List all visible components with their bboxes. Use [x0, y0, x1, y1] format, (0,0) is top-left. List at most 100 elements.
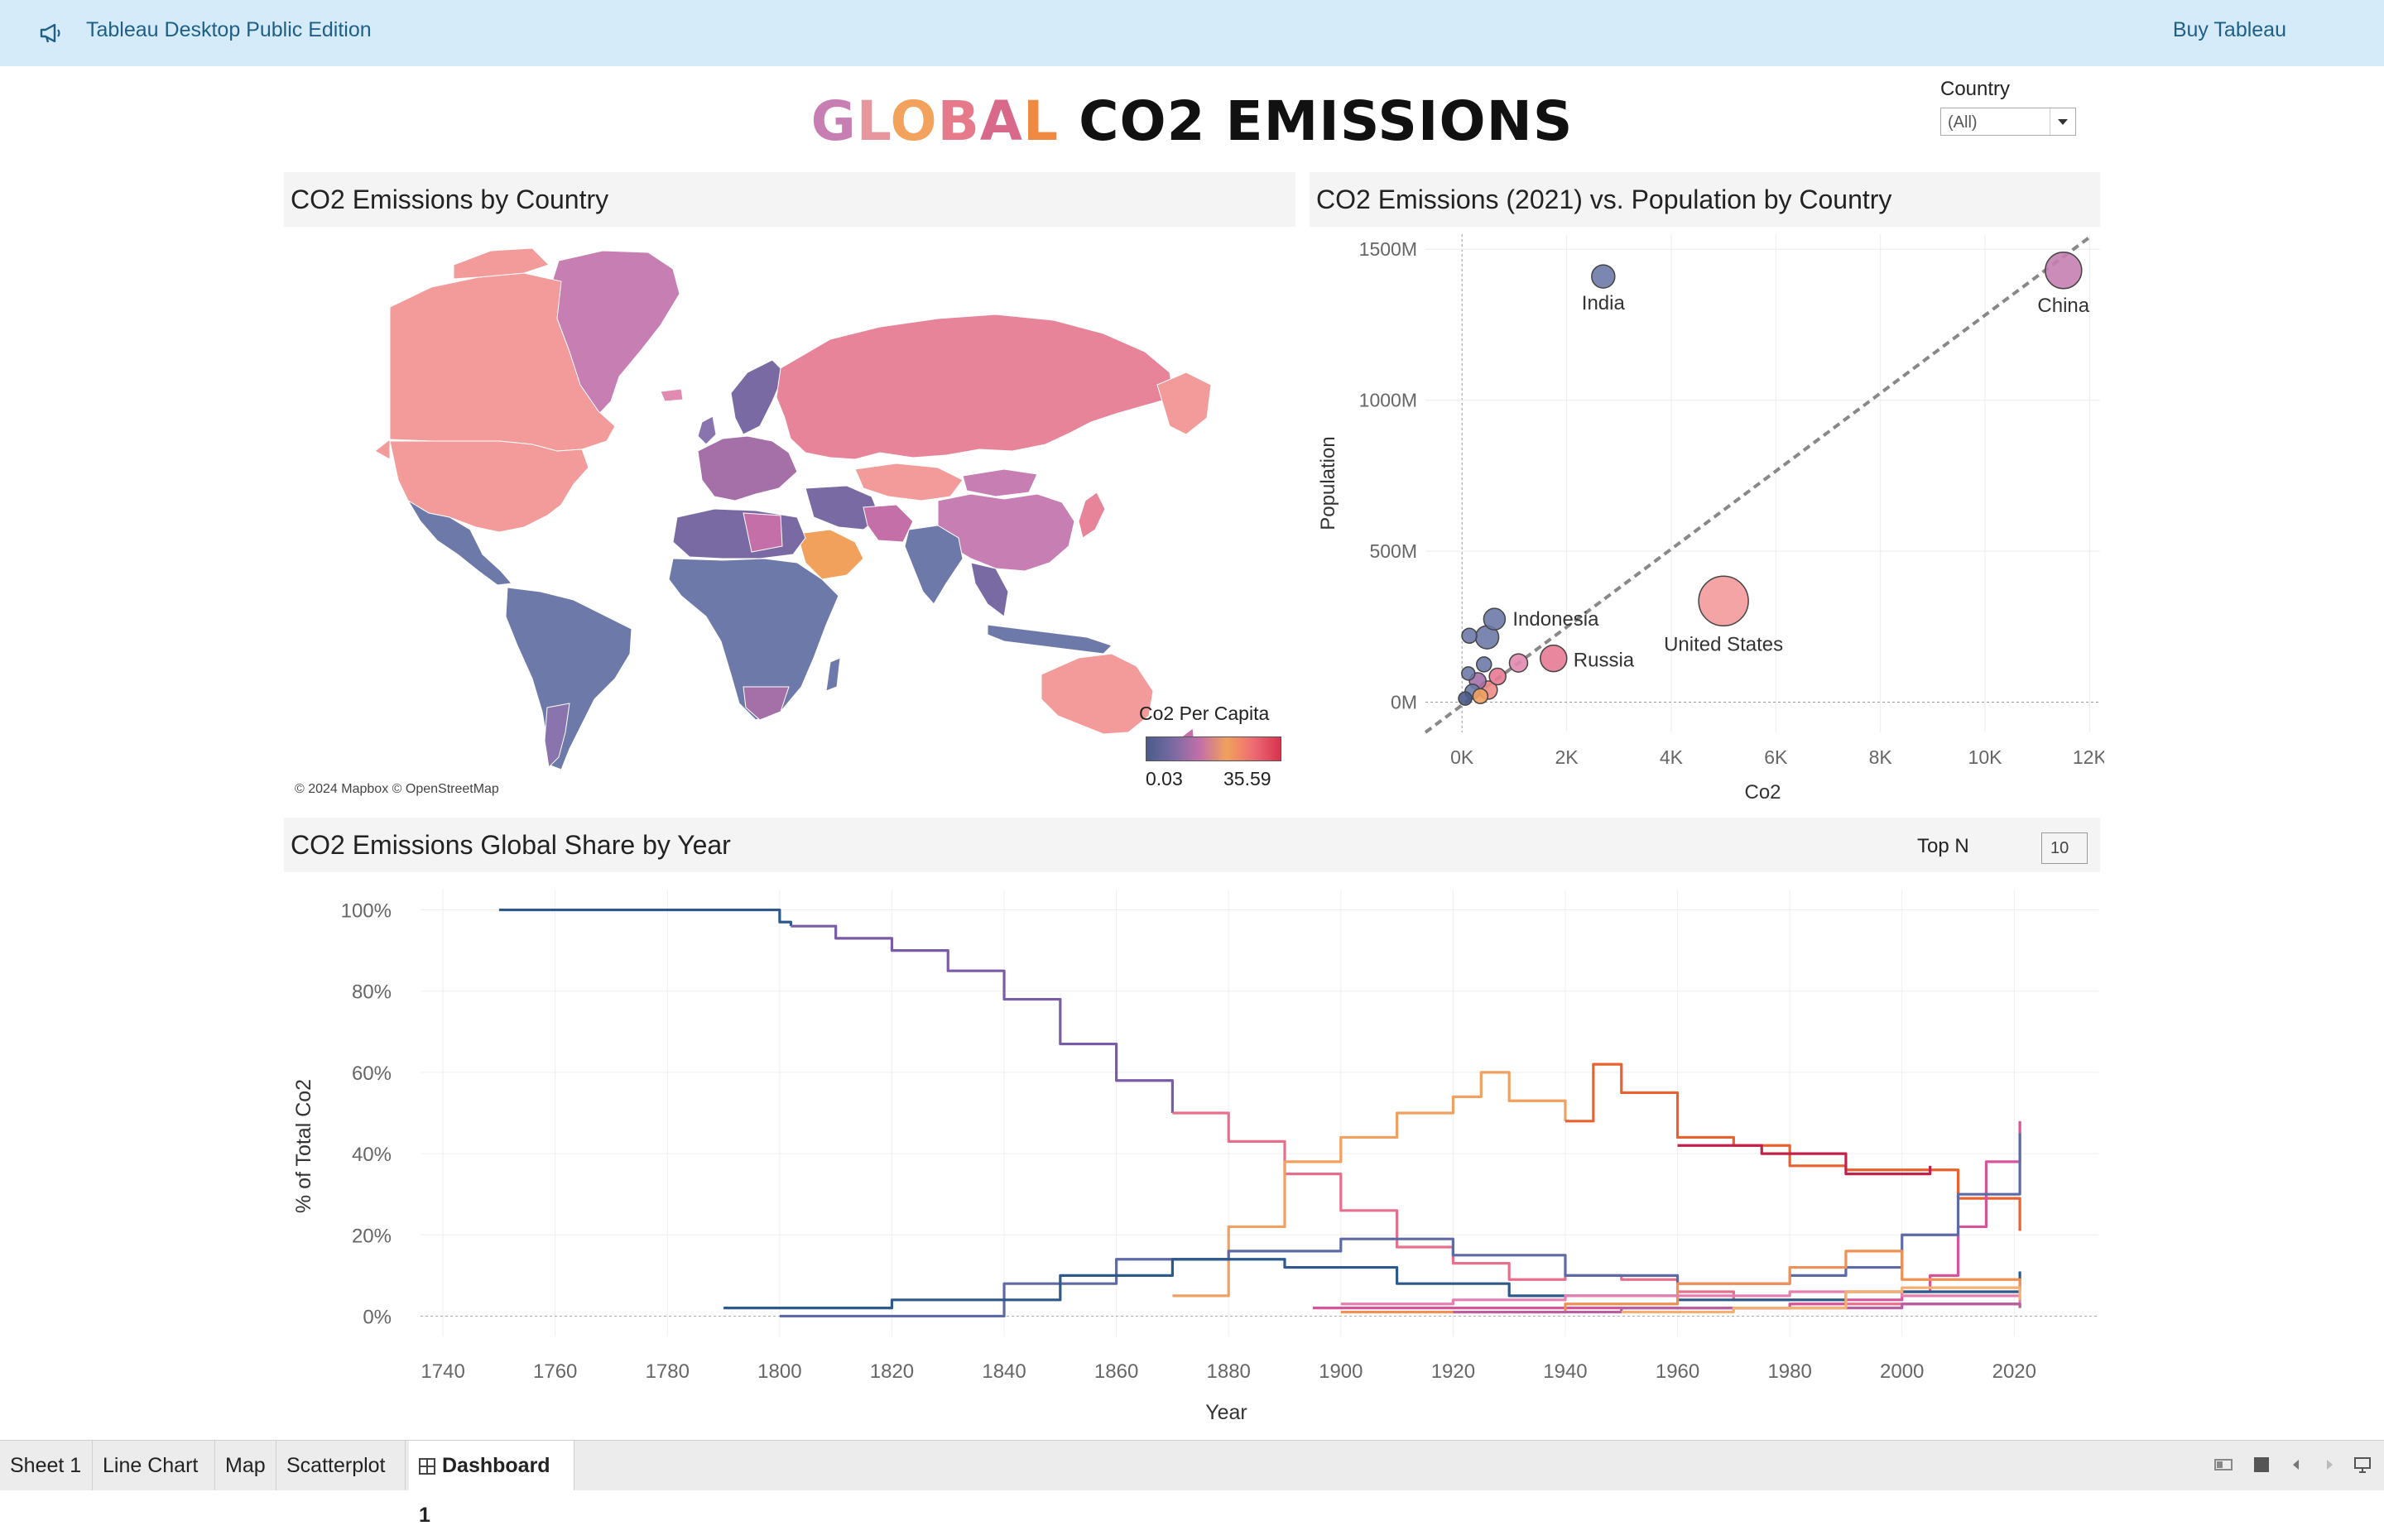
x-axis-title: Year [1205, 1401, 1247, 1419]
topn-input[interactable]: 10 [2041, 832, 2088, 864]
x-tick-label: 1780 [646, 1360, 690, 1383]
scatter-point [1461, 627, 1478, 644]
buy-tableau-link[interactable]: Buy Tableau [2172, 18, 2286, 41]
world-map[interactable] [284, 228, 1244, 774]
x-axis-title: Co2 [1744, 781, 1781, 804]
y-tick-label: 100% [341, 900, 392, 923]
series-line [1564, 1063, 2021, 1231]
map-region-russia [776, 314, 1175, 460]
x-tick-label: 1800 [757, 1360, 801, 1383]
y-tick-label: 0M [1391, 692, 1417, 713]
tab-label: Line Chart [103, 1454, 199, 1477]
y-tick-label: 60% [352, 1063, 392, 1085]
legend-min-value: 0.03 [1146, 768, 1183, 789]
x-tick-label: 8K [1869, 746, 1893, 768]
title-letter: L [856, 89, 891, 153]
tab-line-chart[interactable]: Line Chart [93, 1441, 215, 1490]
chevron-down-icon[interactable] [2050, 108, 2075, 135]
scatter-point [1591, 264, 1616, 289]
scatter-point [1483, 607, 1507, 631]
scatter-chart[interactable]: 0K 2K 4K 6K 8K 10K 12K 0M 500M 1000M 1500M Co2 Popul… [1310, 228, 2104, 807]
next-sheet-icon[interactable] [2319, 1455, 2339, 1475]
map-region-saudi-arabia [796, 529, 864, 580]
y-axis-title: % of Total Co2 [292, 1079, 315, 1213]
tab-sheet-1[interactable]: Sheet 1 [0, 1441, 93, 1490]
app-title: Tableau Desktop Public Edition [86, 18, 372, 41]
scatter-point [1508, 653, 1529, 673]
tab-label: Scatterplot [286, 1454, 386, 1477]
series-line [498, 908, 793, 927]
scatter-point [2045, 252, 2083, 290]
series-line [1621, 1286, 2021, 1314]
dashboard-title-rest: CO2 EMISSIONS [1079, 89, 1574, 153]
x-tick-label: 0K [1450, 746, 1474, 768]
series-line [779, 1133, 2021, 1318]
country-filter-label: Country [1940, 78, 2011, 100]
y-axis-title: Population [1317, 436, 1339, 530]
scatter-point [1488, 667, 1507, 686]
title-letter: L [1023, 89, 1060, 153]
data-label: United States [1664, 633, 1783, 655]
data-label: China [2037, 295, 2089, 317]
map-region-south-africa [743, 686, 790, 721]
show-tabs-icon[interactable] [2252, 1455, 2271, 1475]
title-letter: G [810, 89, 857, 153]
trend-line [1424, 236, 2091, 734]
dashboard-title-colored: GLOBAL [811, 89, 1059, 153]
show-filmstrip-icon[interactable] [2213, 1455, 2233, 1475]
presentation-mode-icon[interactable] [2353, 1455, 2372, 1475]
x-tick-label: 1940 [1543, 1360, 1587, 1383]
map-region-iceland [660, 388, 684, 402]
series-line [791, 924, 1175, 1113]
series-line [1172, 1071, 1567, 1298]
x-tick-label: 10K [1968, 746, 2003, 768]
map-region-arctic-islands [453, 247, 550, 280]
line-chart[interactable]: 1740 1760 1780 1800 1820 1840 1860 1880 1900 1920… [284, 873, 2105, 1419]
previous-sheet-icon[interactable] [2286, 1455, 2306, 1475]
tab-label: Dashboard 1 [419, 1454, 550, 1527]
x-tick-label: 2020 [1992, 1360, 2036, 1383]
topn-label: Top N [1917, 835, 1969, 857]
map-region-libya [743, 512, 783, 553]
map-region-kazakhstan [854, 463, 964, 501]
x-tick-label: 1920 [1431, 1360, 1475, 1383]
map-region-uk [697, 415, 717, 445]
x-tick-label: 6K [1764, 746, 1788, 768]
x-tick-label: 12K [2073, 746, 2104, 768]
tab-map[interactable]: Map [215, 1441, 276, 1490]
megaphone-icon[interactable] [38, 20, 65, 46]
x-tick-label: 2K [1555, 746, 1579, 768]
map-region-chukotka [1156, 372, 1212, 435]
x-tick-label: 1740 [421, 1360, 464, 1383]
line-panel-title: CO2 Emissions Global Share by Year [284, 818, 2100, 872]
tab-label: Sheet 1 [10, 1454, 82, 1477]
country-dropdown[interactable]: (All) [1940, 108, 2076, 136]
series-line [1340, 1250, 2021, 1314]
scatter-point [1472, 688, 1489, 704]
scatter-point [1458, 691, 1473, 706]
y-tick-label: 1500M [1359, 238, 1417, 260]
data-label: India [1582, 292, 1626, 314]
series-line [1340, 1290, 2021, 1306]
tab-scatterplot[interactable]: Scatterplot [276, 1441, 406, 1490]
country-filter: Country (All) [1940, 78, 2089, 136]
scatter-point [1476, 656, 1492, 673]
map-region-sub-saharan-africa [668, 558, 839, 721]
series-line [1172, 1111, 2021, 1308]
y-tick-label: 20% [352, 1225, 392, 1247]
tab-label: Map [225, 1454, 266, 1477]
title-letter: B [937, 89, 980, 153]
y-tick-label: 1000M [1359, 390, 1417, 411]
x-tick-label: 1860 [1094, 1360, 1138, 1383]
dashboard-title: GLOBAL CO2 EMISSIONS [0, 89, 2384, 153]
map-region-mongolia [962, 468, 1038, 497]
map-region-alaska [374, 307, 391, 460]
map-region-north-africa [672, 508, 806, 559]
scatter-panel-title: CO2 Emissions (2021) vs. Population by C… [1310, 172, 2100, 227]
tab-dashboard-1[interactable]: Dashboard 1 [409, 1441, 574, 1527]
legend-max-value: 35.59 [1223, 768, 1271, 789]
title-letter: O [890, 89, 938, 153]
map-credit: © 2024 Mapbox © OpenStreetMap [295, 782, 499, 796]
x-tick-label: 1980 [1767, 1360, 1811, 1383]
map-region-iran [863, 504, 914, 543]
